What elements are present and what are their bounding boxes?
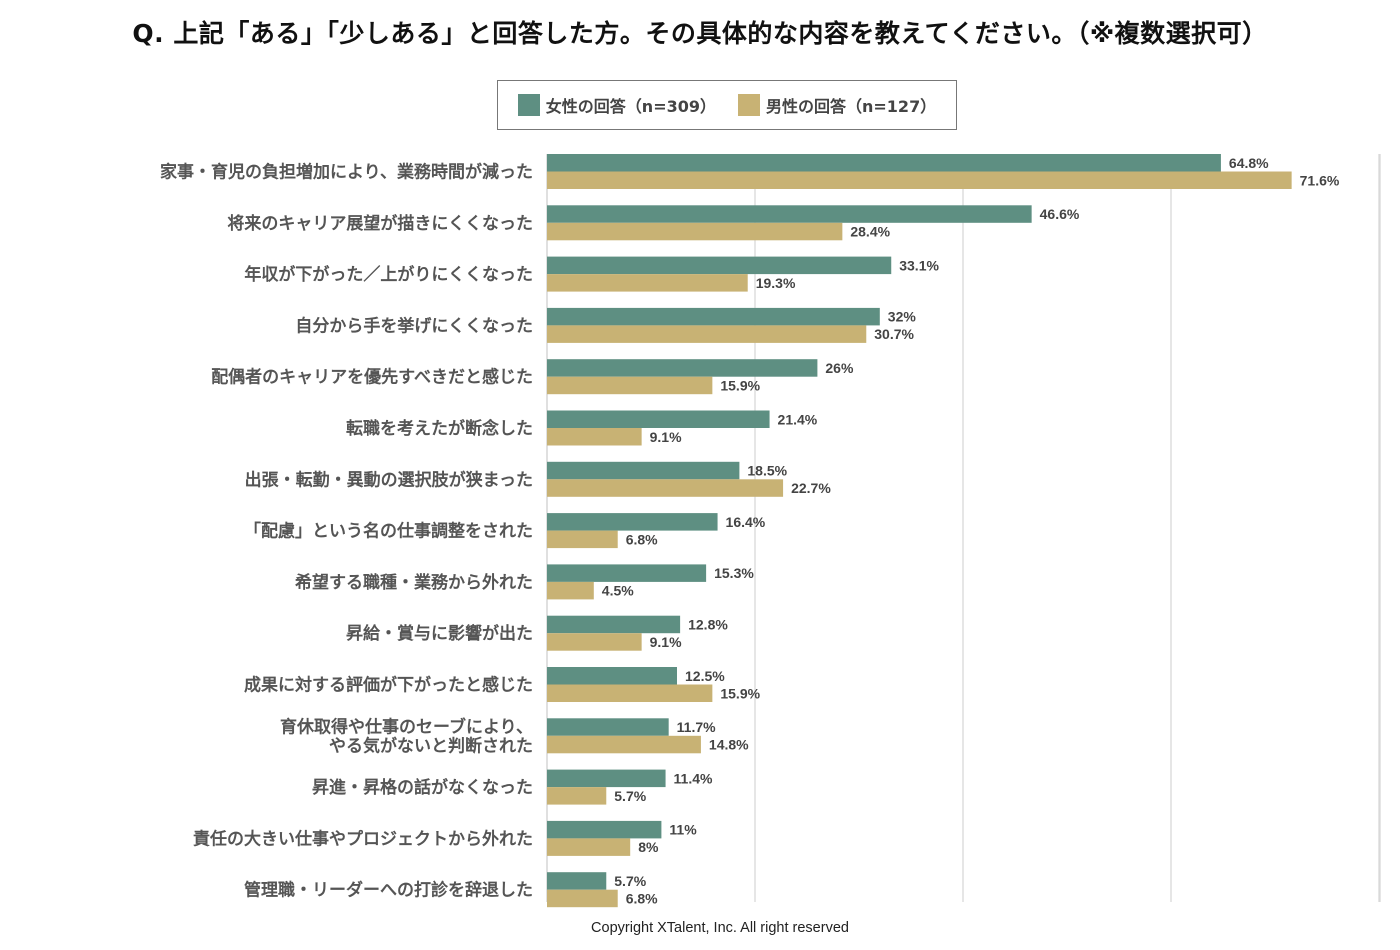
value-label-female-0: 64.8% [1229, 155, 1269, 171]
legend-item-female: 女性の回答（n=309） [517, 93, 716, 117]
bar-female-8 [547, 564, 707, 582]
value-label-female-3: 32% [888, 309, 917, 325]
value-label-male-10: 15.9% [720, 685, 760, 701]
legend-label-female: 女性の回答（n=309） [545, 97, 716, 116]
bar-male-10 [547, 684, 713, 702]
legend-swatch-male [738, 94, 760, 116]
bar-male-5 [547, 428, 642, 446]
bar-male-12 [547, 787, 607, 805]
category-label-10-0: 成果に対する評価が下がったと感じた [244, 675, 533, 696]
bar-male-7 [547, 530, 618, 549]
bar-female-3 [547, 307, 880, 326]
value-label-female-2: 33.1% [899, 257, 939, 273]
bar-female-7 [547, 513, 718, 531]
bar-female-12 [547, 769, 666, 788]
bar-male-13 [547, 838, 631, 856]
category-label-3-0: 自分から手を挙げにくくなった [295, 315, 533, 336]
value-label-female-4: 26% [825, 360, 854, 376]
value-label-female-5: 21.4% [778, 411, 818, 427]
bar-female-14 [547, 872, 607, 890]
category-label-8-0: 希望する職種・業務から外れた [295, 572, 533, 593]
bar-female-11 [547, 718, 669, 736]
category-label-14-0: 管理職・リーダーへの打診を辞退した [244, 880, 533, 901]
bar-female-10 [547, 667, 677, 685]
bar-female-0 [547, 154, 1221, 172]
value-label-male-12: 5.7% [614, 788, 646, 804]
value-label-male-3: 30.7% [874, 326, 914, 342]
bar-male-4 [547, 376, 713, 395]
bar-female-1 [547, 205, 1032, 223]
legend-label-male: 男性の回答（n=127） [766, 97, 937, 116]
bar-male-1 [547, 222, 843, 241]
value-label-male-7: 6.8% [626, 531, 658, 547]
category-label-6-0: 出張・転勤・異動の選択肢が狭まった [245, 469, 533, 490]
value-label-male-2: 19.3% [756, 275, 796, 291]
value-label-female-11: 11.7% [677, 719, 716, 735]
bar-male-0 [547, 171, 1292, 189]
bar-female-5 [547, 410, 770, 428]
value-label-female-1: 46.6% [1040, 206, 1080, 222]
value-label-male-8: 4.5% [602, 583, 634, 599]
category-label-2-0: 年収が下がった／上がりにくくなった [244, 264, 533, 285]
value-label-male-1: 28.4% [850, 224, 890, 240]
bar-female-13 [547, 820, 662, 839]
bar-male-6 [547, 479, 784, 497]
bar-male-11 [547, 735, 701, 754]
bar-female-4 [547, 359, 818, 377]
category-label-7-0: 「配慮」という名の仕事調整をされた [244, 521, 533, 542]
value-label-male-0: 71.6% [1300, 172, 1340, 188]
bar-female-2 [547, 256, 892, 275]
bar-male-8 [547, 581, 594, 600]
category-label-1-0: 将来のキャリア展望が描きにくくなった [227, 213, 533, 234]
bar-male-2 [547, 274, 748, 292]
value-label-female-14: 5.7% [614, 873, 646, 889]
category-label-9-0: 昇給・賞与に影響が出た [346, 623, 533, 644]
value-label-male-6: 22.7% [791, 480, 831, 496]
value-label-male-9: 9.1% [650, 634, 682, 650]
value-label-female-8: 15.3% [714, 565, 754, 581]
value-label-female-10: 12.5% [685, 668, 725, 684]
category-label-11-0: 育休取得や仕事のセーブにより、 [280, 716, 533, 737]
value-label-female-7: 16.4% [726, 514, 766, 530]
bar-female-6 [547, 461, 740, 480]
bar-male-3 [547, 325, 867, 343]
value-label-female-6: 18.5% [747, 463, 787, 479]
category-label-12-0: 昇進・昇格の話がなくなった [312, 777, 533, 798]
value-label-male-5: 9.1% [650, 429, 682, 445]
category-label-0-0: 家事・育児の負担増加により、業務時間が減った [160, 162, 533, 183]
category-label-11-1: やる気がないと判断された [329, 735, 533, 756]
bar-male-14 [547, 889, 618, 908]
legend-swatch-female [517, 94, 540, 116]
value-label-female-9: 12.8% [688, 616, 728, 632]
category-label-13-0: 責任の大きい仕事やプロジェクトから外れた [193, 828, 533, 849]
value-label-male-4: 15.9% [720, 377, 760, 393]
value-label-male-13: 8% [638, 839, 659, 855]
bar-male-9 [547, 633, 642, 651]
category-label-4-0: 配偶者のキャリアを優先すべきだと感じた [211, 367, 533, 388]
chart-title: Q. 上記「ある」「少しある」と回答した方。その具体的な内容を教えてください。（… [132, 19, 1268, 48]
value-label-male-11: 14.8% [709, 737, 749, 753]
legend: 女性の回答（n=309） 男性の回答（n=127） [497, 80, 957, 130]
value-label-male-14: 6.8% [626, 890, 658, 906]
bar-female-9 [547, 615, 681, 634]
value-label-female-13: 11% [669, 822, 697, 838]
legend-item-male: 男性の回答（n=127） [738, 93, 936, 117]
value-label-female-12: 11.4% [674, 770, 713, 786]
copyright-footer: Copyright XTalent, Inc. All right reserv… [591, 920, 849, 936]
category-label-5-0: 転職を考えたが断念した [346, 418, 533, 439]
